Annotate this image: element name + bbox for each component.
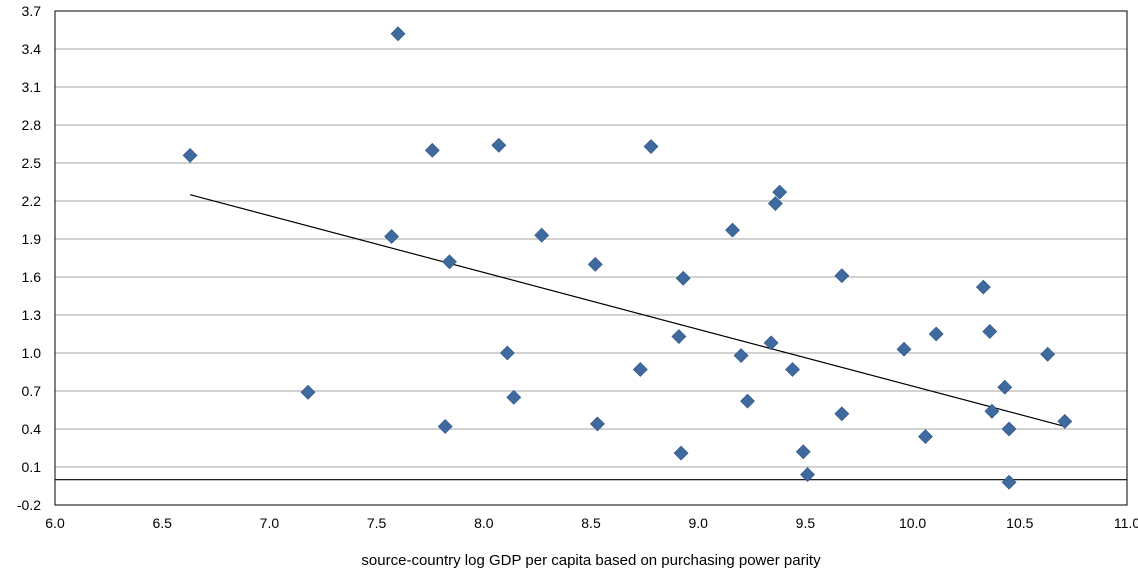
x-axis-label: source-country log GDP per capita based … bbox=[361, 552, 821, 569]
data-point bbox=[535, 228, 549, 242]
data-point bbox=[1041, 347, 1055, 361]
x-tick-label: 10.5 bbox=[1006, 515, 1033, 531]
data-points bbox=[183, 27, 1072, 489]
x-tick-label: 7.0 bbox=[260, 515, 280, 531]
data-point bbox=[672, 330, 686, 344]
y-tick-label: 0.1 bbox=[22, 459, 42, 475]
y-tick-label: 0.4 bbox=[22, 421, 42, 437]
x-tick-label: 10.0 bbox=[899, 515, 926, 531]
data-point bbox=[726, 223, 740, 237]
x-tick-label: 9.0 bbox=[688, 515, 708, 531]
y-tick-label: 1.3 bbox=[22, 307, 42, 323]
y-tick-label: -0.2 bbox=[17, 497, 41, 513]
y-tick-label: 1.9 bbox=[22, 231, 42, 247]
data-point bbox=[674, 446, 688, 460]
data-point bbox=[500, 346, 514, 360]
plot-area-frame bbox=[55, 11, 1127, 505]
x-tick-label: 9.5 bbox=[796, 515, 816, 531]
data-point bbox=[425, 143, 439, 157]
data-point bbox=[492, 138, 506, 152]
data-point bbox=[391, 27, 405, 41]
y-tick-label: 2.8 bbox=[22, 117, 42, 133]
y-tick-label: 2.2 bbox=[22, 193, 42, 209]
data-point bbox=[897, 342, 911, 356]
data-point bbox=[835, 407, 849, 421]
y-tick-label: 1.0 bbox=[22, 345, 42, 361]
data-point bbox=[183, 148, 197, 162]
data-point bbox=[786, 362, 800, 376]
data-point bbox=[1002, 422, 1016, 436]
data-point bbox=[633, 362, 647, 376]
y-tick-label: 0.7 bbox=[22, 383, 42, 399]
data-point bbox=[385, 229, 399, 243]
y-axis-tick-labels: -0.2 0.1 0.4 0.7 1.0 1.3 1.6 1.9 2.2 2.5 2.8 3.1 3.4… bbox=[17, 3, 41, 513]
data-point bbox=[796, 445, 810, 459]
data-point bbox=[983, 324, 997, 338]
data-point bbox=[438, 419, 452, 433]
data-point bbox=[507, 390, 521, 404]
y-tick-label: 1.6 bbox=[22, 269, 42, 285]
data-point bbox=[588, 257, 602, 271]
data-point bbox=[741, 394, 755, 408]
y-tick-label: 3.7 bbox=[22, 3, 42, 19]
data-point bbox=[976, 280, 990, 294]
data-point bbox=[1002, 475, 1016, 489]
x-tick-label: 6.5 bbox=[152, 515, 172, 531]
x-axis-tick-labels: 6.0 6.5 7.0 7.5 8.0 8.5 9.0 9.5 10.0 10.5 11.0 bbox=[45, 515, 1138, 531]
data-point bbox=[929, 327, 943, 341]
y-tick-label: 2.5 bbox=[22, 155, 42, 171]
x-tick-label: 11.0 bbox=[1114, 515, 1138, 531]
data-point bbox=[998, 380, 1012, 394]
data-point bbox=[918, 430, 932, 444]
trend-line bbox=[190, 195, 1065, 427]
x-tick-label: 7.5 bbox=[367, 515, 387, 531]
x-tick-label: 8.0 bbox=[474, 515, 494, 531]
data-point bbox=[301, 385, 315, 399]
data-point bbox=[676, 271, 690, 285]
data-point bbox=[644, 140, 658, 154]
data-point bbox=[734, 349, 748, 363]
gridlines bbox=[55, 49, 1127, 467]
y-tick-label: 3.4 bbox=[22, 41, 42, 57]
data-point bbox=[835, 269, 849, 283]
data-point bbox=[1058, 414, 1072, 428]
x-tick-label: 6.0 bbox=[45, 515, 65, 531]
data-point bbox=[442, 255, 456, 269]
y-tick-label: 3.1 bbox=[22, 79, 42, 95]
x-tick-label: 8.5 bbox=[581, 515, 601, 531]
